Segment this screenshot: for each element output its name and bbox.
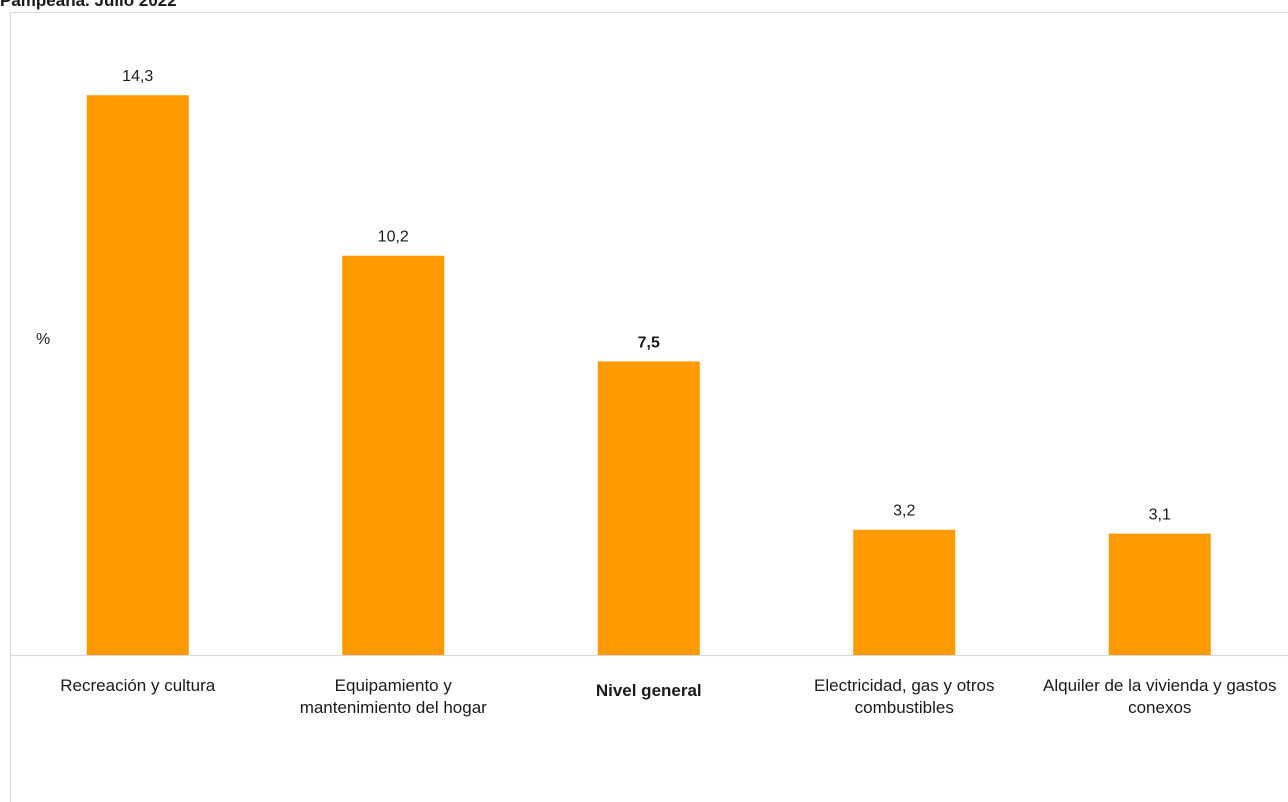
chart-frame — [10, 12, 1288, 802]
data-label: 14,3 — [122, 68, 153, 85]
category-label: Recreación y cultura — [60, 676, 216, 695]
bar — [342, 255, 445, 655]
y-axis-label: % — [36, 331, 51, 348]
category-label: Electricidad, gas y otros combustibles — [814, 676, 995, 717]
bar — [1108, 533, 1211, 655]
bar — [86, 95, 189, 655]
data-label: 10,2 — [378, 229, 409, 246]
data-label: 7,5 — [638, 334, 660, 351]
category-label: Equipamiento y mantenimiento del hogar — [299, 676, 487, 717]
bar — [597, 361, 700, 655]
data-label: 3,2 — [893, 503, 915, 520]
chart-title-fragment: Pampeana. Julio 2022 — [0, 0, 177, 10]
category-label: Nivel general — [595, 681, 702, 700]
category-label: Alquiler de la vivienda y gastos conexos — [1043, 676, 1277, 717]
bar — [853, 529, 956, 655]
data-label: 3,1 — [1149, 507, 1171, 524]
